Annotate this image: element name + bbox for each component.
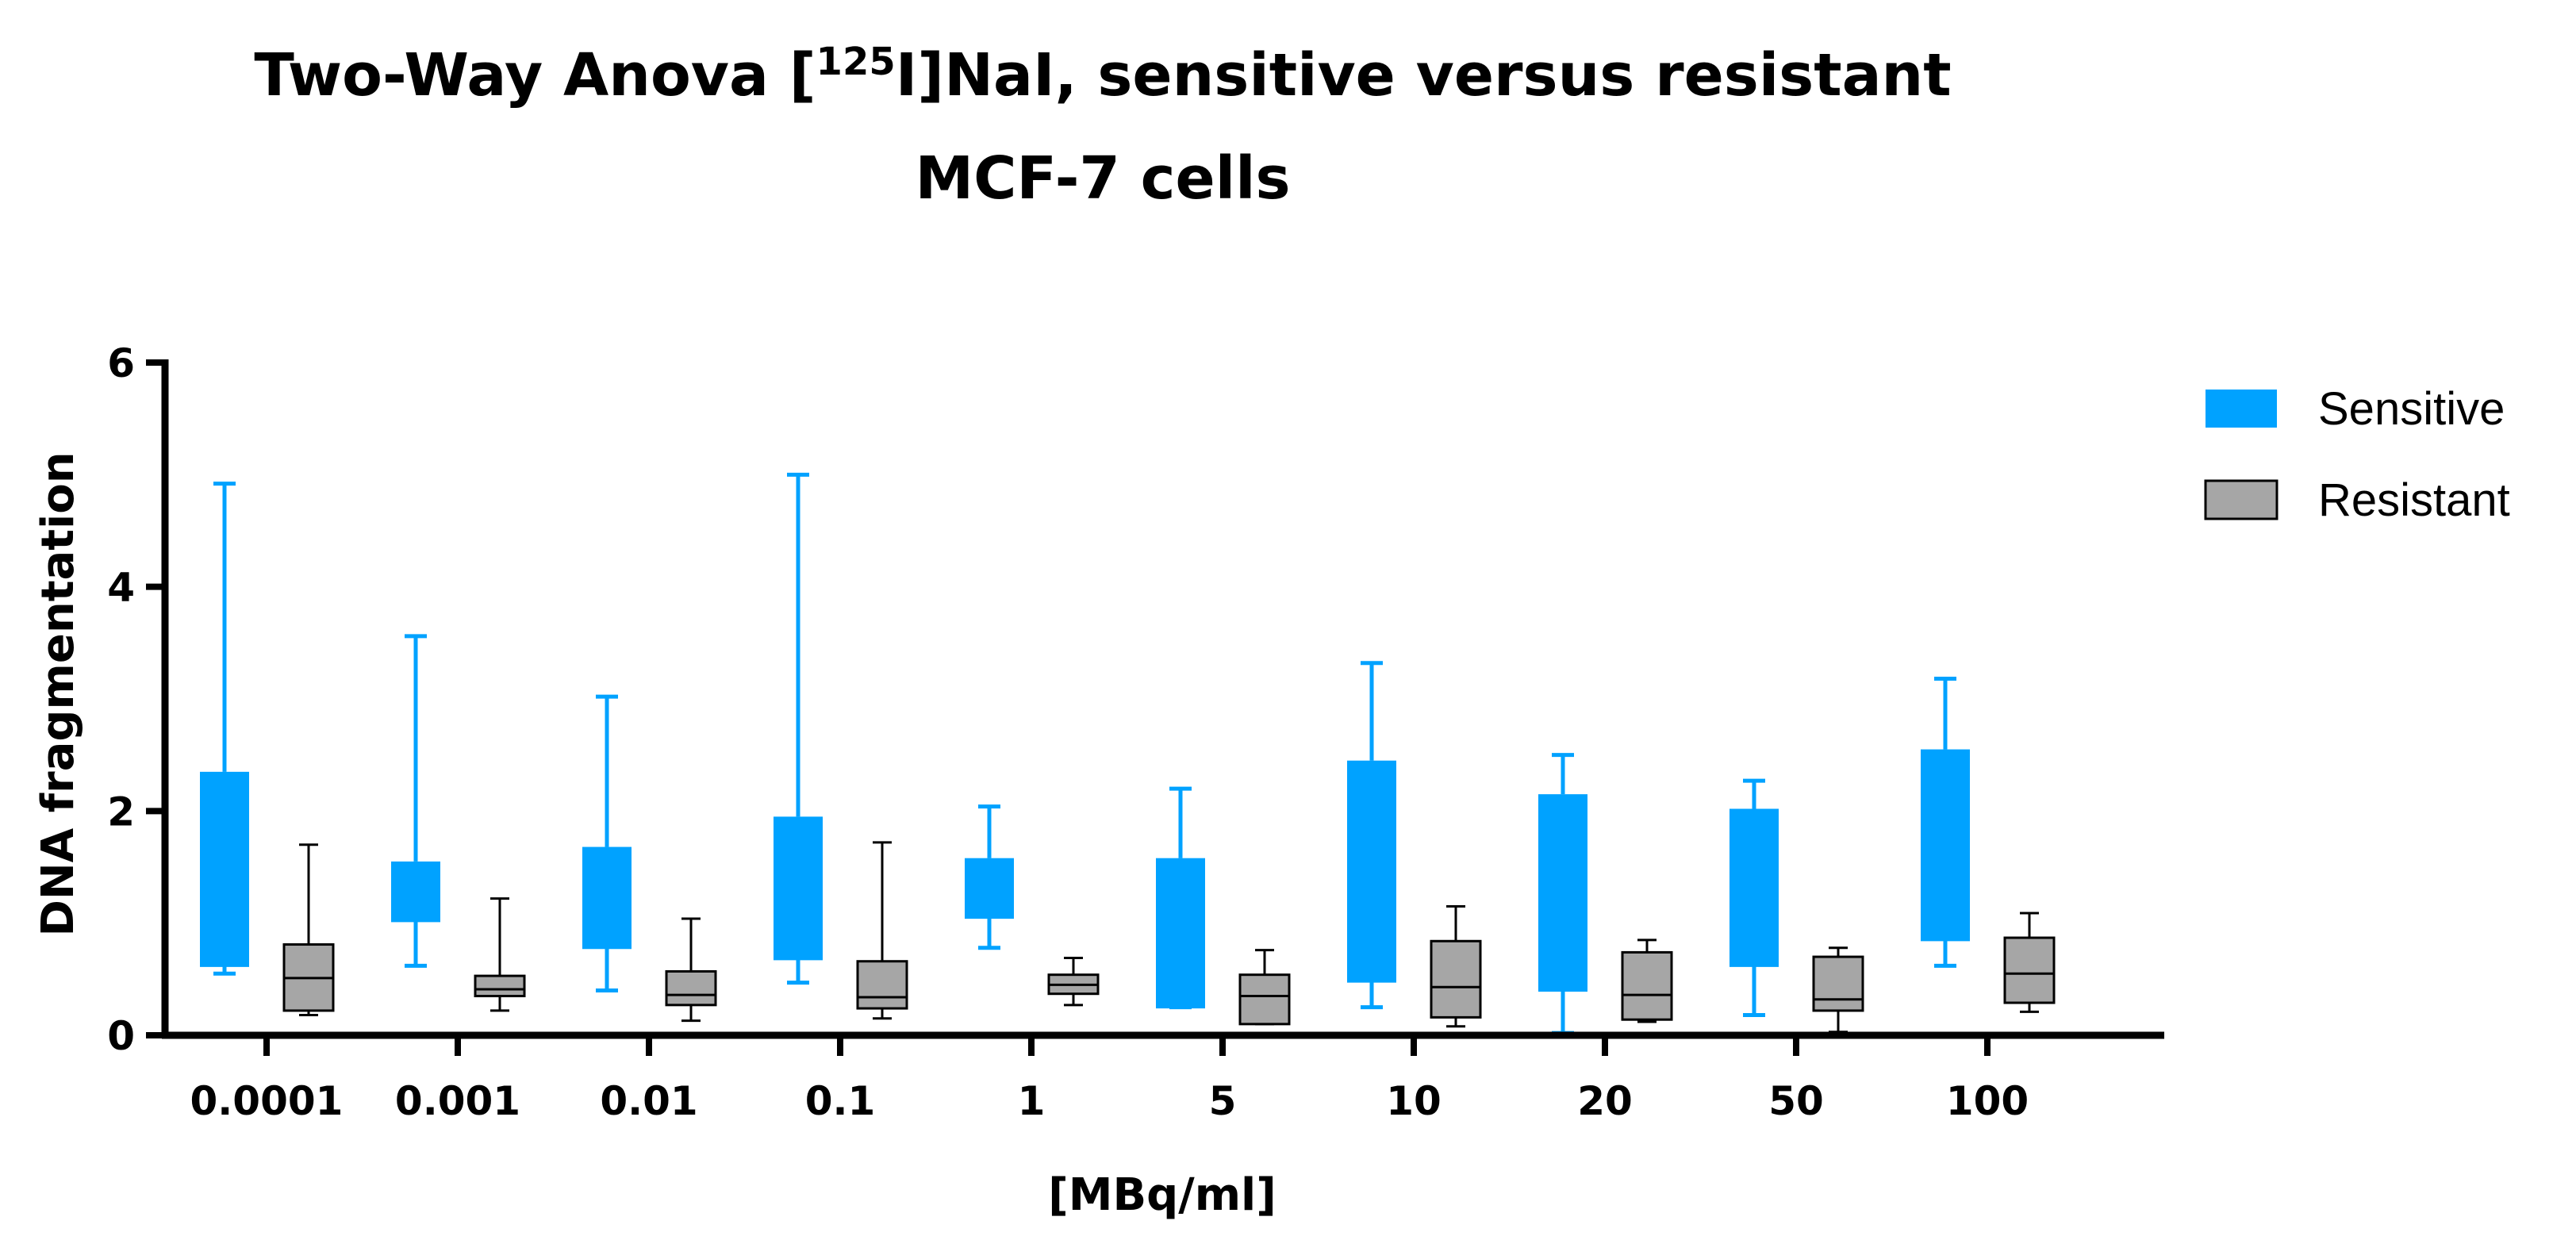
resistant-box-0.1 [856, 841, 908, 1020]
box-iqr [1156, 858, 1205, 1008]
chart-title-line1: Two-Way Anova [125I]NaI, sensitive versu… [254, 40, 1951, 109]
legend-swatch-resistant [2204, 479, 2278, 520]
sensitive-box-5 [1156, 786, 1205, 1010]
x-tick-label-50: 50 [1768, 1078, 1824, 1124]
box-iqr [965, 858, 1014, 918]
sensitive-box-0.01 [582, 694, 632, 992]
resistant-box-10 [1430, 904, 1482, 1028]
x-tick-label-20: 20 [1577, 1078, 1633, 1124]
sensitive-box-100 [1921, 677, 1970, 968]
resistant-box-0.0001 [282, 843, 335, 1017]
y-axis-title: DNA fragmentation [33, 451, 84, 936]
sensitive-box-20 [1538, 753, 1587, 1035]
resistant-box-50 [1812, 946, 1864, 1034]
y-tick-label-0: 0 [107, 1013, 135, 1059]
x-tick-label-1: 1 [1018, 1078, 1046, 1124]
legend: Sensitive Resistant [2204, 383, 2510, 526]
box-iqr [200, 771, 249, 966]
y-tick-label-2: 2 [107, 789, 135, 835]
legend-label-resistant: Resistant [2318, 474, 2510, 526]
box-iqr [1538, 794, 1587, 991]
box-iqr [1812, 955, 1864, 1012]
resistant-box-5 [1238, 949, 1291, 1026]
box-iqr [665, 969, 717, 1007]
sensitive-box-1 [965, 804, 1014, 950]
resistant-box-1 [1047, 956, 1100, 1007]
sensitive-box-0.1 [774, 472, 823, 985]
ticks-layer: 0 2 4 6 0.0001 0.001 0.01 0.1 1 5 10 20 50 100 [107, 340, 2029, 1124]
box-iqr [1238, 973, 1291, 1026]
x-axis-title: [MBq/ml] [1048, 1169, 1276, 1221]
x-tick-label-0.01: 0.01 [600, 1078, 697, 1124]
y-tick-label-4: 4 [107, 565, 135, 611]
chart-title-line2: MCF-7 cells [915, 144, 1290, 213]
box-iqr [582, 846, 632, 948]
sensitive-box-0.0001 [200, 482, 249, 976]
boxes-layer [200, 472, 2056, 1035]
x-tick-label-0.1: 0.1 [805, 1078, 876, 1124]
y-tick-label-6: 6 [107, 340, 135, 386]
box-iqr [1621, 950, 1673, 1021]
x-tick-label-0.001: 0.001 [395, 1078, 520, 1124]
legend-swatch-sensitive [2206, 390, 2277, 428]
resistant-box-100 [2003, 912, 2056, 1013]
resistant-box-20 [1621, 939, 1673, 1023]
x-tick-label-10: 10 [1386, 1078, 1442, 1124]
resistant-box-0.01 [665, 917, 717, 1023]
box-iqr [1430, 939, 1482, 1019]
axes-layer [161, 359, 2164, 1039]
box-iqr [1347, 760, 1396, 982]
sensitive-box-50 [1729, 778, 1779, 1018]
box-iqr [2003, 936, 2056, 1004]
legend-item-sensitive: Sensitive [2206, 383, 2505, 435]
x-tick-label-0.0001: 0.0001 [190, 1078, 344, 1124]
box-iqr [391, 861, 440, 921]
sensitive-box-10 [1347, 661, 1396, 1010]
box-iqr [774, 816, 823, 959]
box-iqr [1729, 808, 1779, 966]
box-iqr [474, 974, 526, 998]
legend-label-sensitive: Sensitive [2318, 383, 2505, 435]
legend-item-resistant: Resistant [2204, 474, 2510, 526]
box-iqr [1921, 749, 1970, 940]
x-tick-label-100: 100 [1946, 1078, 2029, 1124]
resistant-box-0.001 [474, 897, 526, 1012]
x-tick-label-5: 5 [1209, 1078, 1237, 1124]
box-iqr [856, 960, 908, 1010]
sensitive-box-0.001 [391, 634, 440, 968]
